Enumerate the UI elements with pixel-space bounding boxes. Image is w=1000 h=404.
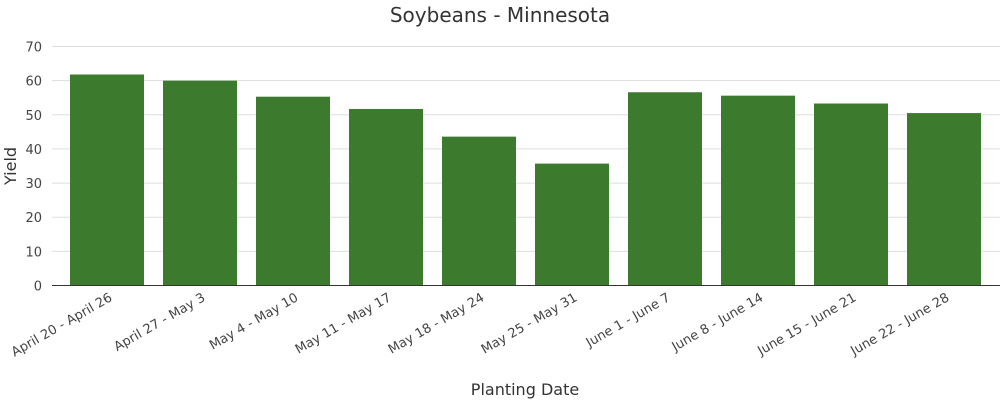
bar (907, 113, 981, 286)
bar (535, 163, 609, 286)
y-tick-label: 10 (25, 245, 42, 260)
y-tick-label: 0 (34, 280, 42, 295)
x-tick-label: June 8 - June 14 (669, 290, 766, 355)
x-tick-label: June 1 - June 7 (583, 290, 673, 351)
bar (349, 108, 423, 286)
x-tick-label: April 20 - April 26 (9, 290, 115, 360)
bar (814, 103, 888, 286)
y-tick-label: 60 (25, 75, 42, 90)
bar (256, 96, 330, 286)
bar (628, 92, 702, 286)
y-axis-title: Yield (1, 147, 20, 186)
x-tick-label: May 25 - May 31 (479, 290, 580, 357)
bar (721, 95, 795, 286)
x-axis-title: Planting Date (471, 380, 579, 399)
y-tick-label: 30 (25, 177, 42, 192)
x-tick-label: May 18 - May 24 (386, 290, 487, 357)
x-tick-label: May 11 - May 17 (293, 290, 394, 357)
y-tick-label: 50 (25, 109, 42, 124)
x-tick-label: June 15 - June 21 (755, 290, 859, 359)
bars (70, 74, 981, 286)
y-tick-label: 20 (25, 211, 42, 226)
y-tick-label: 40 (25, 143, 42, 158)
bar (442, 136, 516, 286)
x-tick-label: April 27 - May 3 (112, 290, 208, 354)
x-tick-label: May 4 - May 10 (207, 290, 301, 353)
y-tick-label: 70 (25, 41, 42, 56)
chart-title: Soybeans - Minnesota (390, 3, 610, 27)
x-tick-label: June 22 - June 28 (848, 290, 952, 359)
bar (70, 74, 144, 286)
bar (163, 80, 237, 286)
y-axis-ticks: 0 10 20 30 40 50 60 70 (25, 41, 42, 295)
